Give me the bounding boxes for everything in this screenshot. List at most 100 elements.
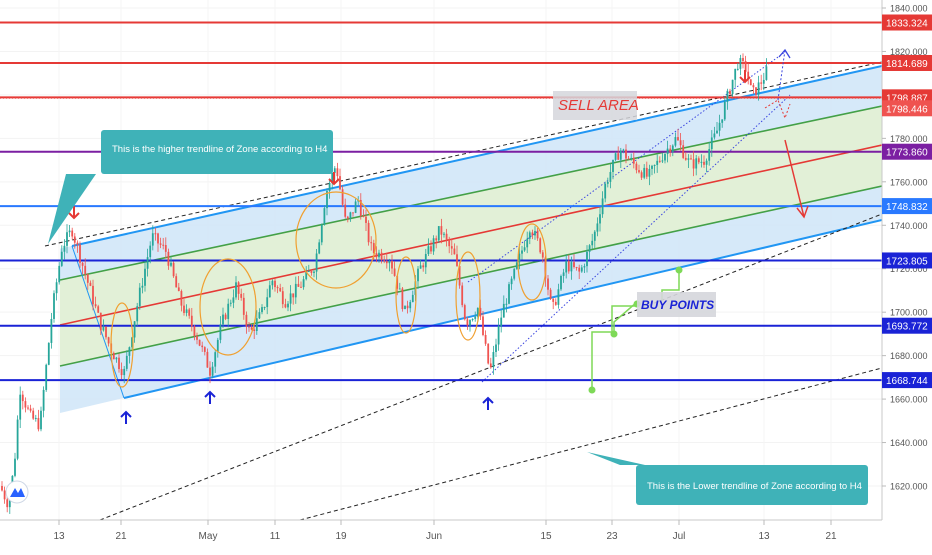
candle-body: [365, 216, 367, 223]
candle-body: [209, 367, 211, 376]
candle-body: [422, 265, 425, 268]
candle-body: [437, 226, 440, 241]
candle-body: [141, 285, 144, 288]
candle-body: [53, 293, 55, 319]
pattern-ellipse: [455, 251, 481, 341]
candle: [736, 63, 739, 71]
candle: [658, 156, 661, 164]
candle: [245, 311, 248, 334]
candle-body: [617, 153, 620, 160]
candle: [471, 318, 474, 322]
candle-body: [573, 262, 575, 268]
candle: [3, 486, 6, 504]
candle-body: [463, 305, 466, 320]
candle: [159, 237, 162, 249]
candle-body: [99, 312, 102, 331]
candle-body: [513, 268, 516, 279]
candle-body: [354, 201, 357, 213]
candle: [627, 156, 630, 160]
candle-body: [219, 324, 222, 340]
candle-body: [424, 254, 427, 268]
candle-body: [73, 236, 76, 243]
candle-body: [453, 248, 456, 255]
candle: [287, 300, 289, 312]
candle: [123, 365, 126, 384]
x-tick-label: Jul: [673, 531, 686, 542]
candle-body: [201, 345, 204, 348]
channel-edge: [71, 245, 125, 399]
candle: [362, 209, 365, 218]
lower-trendline-note: This is the Lower trendline of Zone acco…: [587, 452, 868, 505]
candle-body: [461, 285, 464, 306]
mid-line: [59, 144, 882, 326]
candle-body: [42, 389, 45, 411]
candle: [359, 193, 362, 220]
candle-body: [94, 304, 97, 307]
candle: [24, 397, 27, 413]
candle: [552, 298, 555, 310]
candle: [58, 262, 61, 285]
candle-body: [367, 222, 370, 243]
candle-body: [427, 246, 430, 255]
buy-point-marker: [675, 266, 683, 274]
candle-body: [487, 343, 490, 364]
price-label-box: [882, 14, 932, 31]
candle: [235, 276, 237, 300]
buy-arrow-head: [120, 410, 132, 418]
candle: [29, 404, 32, 413]
candle-body: [476, 307, 479, 317]
candle: [695, 154, 698, 176]
candle: [133, 321, 136, 343]
candle: [180, 289, 183, 312]
x-tick-label: 19: [335, 531, 347, 542]
candle-body: [679, 140, 682, 146]
x-tick-label: 11: [270, 531, 281, 542]
candle-body: [700, 161, 703, 163]
candle-body: [248, 326, 250, 328]
candle-body: [250, 327, 253, 330]
candle: [315, 248, 318, 280]
candle: [684, 151, 687, 161]
candle: [762, 72, 765, 91]
candle: [380, 248, 383, 264]
candle-body: [245, 314, 248, 327]
candle-body: [222, 314, 224, 325]
candle-body: [313, 271, 315, 273]
candle: [508, 281, 510, 305]
candle: [661, 152, 664, 164]
candle: [289, 285, 292, 312]
candle-body: [417, 268, 419, 282]
candle-body: [159, 243, 162, 245]
buy-point-marker: [610, 330, 618, 338]
tradingview-logo-icon: [5, 480, 29, 504]
projected-down-line: [784, 139, 805, 218]
candle: [734, 68, 737, 88]
candle: [40, 406, 42, 432]
candle: [588, 244, 591, 260]
candle: [411, 290, 414, 303]
candle-body: [742, 58, 744, 62]
candle-body: [89, 282, 92, 286]
candle-body: [547, 278, 549, 290]
candle: [430, 240, 432, 255]
candle: [279, 283, 282, 293]
candle: [749, 79, 752, 86]
candle: [248, 321, 250, 332]
candle-body: [378, 252, 380, 258]
projection-lower: [481, 94, 791, 383]
candle-body: [63, 245, 66, 252]
candle-body: [102, 326, 105, 331]
candle: [612, 159, 614, 180]
candle-body: [214, 352, 217, 367]
candle-body: [193, 326, 196, 337]
upper-channel-line: [71, 65, 882, 247]
candle-body: [281, 291, 284, 305]
candle: [250, 323, 253, 331]
candle: [554, 298, 557, 306]
candle-body: [326, 190, 328, 209]
candle-body: [307, 270, 310, 272]
candle: [263, 306, 266, 311]
candle: [656, 154, 659, 173]
candle-body: [658, 160, 661, 162]
candle: [336, 162, 339, 180]
